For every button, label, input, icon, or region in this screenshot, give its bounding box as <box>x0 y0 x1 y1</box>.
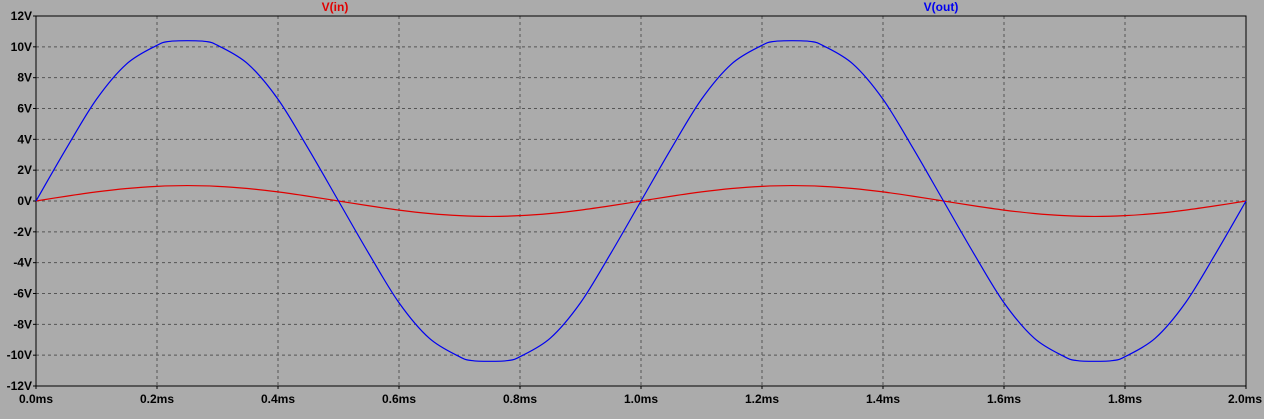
y-tick-label: -2V <box>13 225 32 239</box>
y-axis-tick-labels: 12V 10V 8V 6V 4V 2V 0V -2V -4V -6V -8V -10V -12V <box>7 9 36 393</box>
y-tick-label: -10V <box>7 348 32 362</box>
legend: V(in) V(out) <box>322 0 959 14</box>
y-tick-label: 12V <box>11 9 32 23</box>
y-tick-label: 8V <box>17 71 32 85</box>
y-tick-label: -8V <box>13 317 32 331</box>
y-tick-label: -12V <box>7 379 32 393</box>
series-layer <box>35 40 1247 362</box>
x-tick-label: 0.0ms <box>19 392 53 406</box>
legend-label-vin[interactable]: V(in) <box>322 0 349 14</box>
series-line-vout <box>35 40 1247 362</box>
y-tick-label: 2V <box>17 163 32 177</box>
legend-label-vout[interactable]: V(out) <box>924 0 959 14</box>
x-axis-tick-labels: 0.0ms 0.2ms 0.4ms 0.6ms 0.8ms 1.0ms 1.2ms 1.4ms… <box>19 386 1262 406</box>
x-tick-label: 1.6ms <box>987 392 1021 406</box>
y-tick-label: 10V <box>11 40 32 54</box>
y-tick-label: -6V <box>13 287 32 301</box>
x-tick-label: 1.0ms <box>624 392 658 406</box>
y-tick-label: 4V <box>17 132 32 146</box>
x-tick-label: 0.6ms <box>382 392 416 406</box>
x-tick-label: 1.2ms <box>745 392 779 406</box>
x-tick-label: 1.8ms <box>1108 392 1142 406</box>
x-tick-label: 0.4ms <box>261 392 295 406</box>
x-tick-label: 0.8ms <box>503 392 537 406</box>
y-tick-label: -4V <box>13 256 32 270</box>
x-tick-label: 2.0ms <box>1228 392 1262 406</box>
x-tick-label: 0.2ms <box>140 392 174 406</box>
grid-layer <box>36 16 1246 386</box>
x-tick-label: 1.4ms <box>866 392 900 406</box>
y-tick-label: 0V <box>17 194 32 208</box>
y-tick-label: 6V <box>17 102 32 116</box>
